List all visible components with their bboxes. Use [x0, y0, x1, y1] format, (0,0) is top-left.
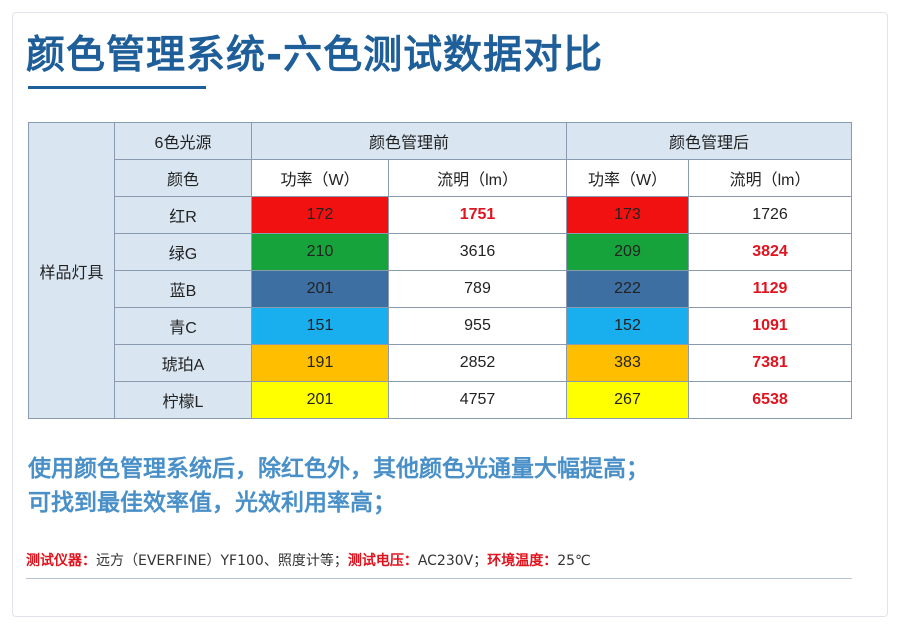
table-row: 青C 151 955 152 1091 — [29, 307, 853, 345]
summary-line-2: 可找到最佳效率值，光效利用率高； — [28, 490, 396, 516]
summary-text: 使用颜色管理系统后，除红色外，其他颜色光通量大幅提高； 可找到最佳效率值，光效利… — [28, 452, 649, 520]
before-power-cell: 151 — [251, 307, 389, 345]
instrument-value: 远方（EVERFINE）YF100、照度计等； — [96, 553, 348, 569]
summary-line-1: 使用颜色管理系统后，除红色外，其他颜色光通量大幅提高； — [28, 456, 649, 482]
table-row: 琥珀A 191 2852 383 7381 — [29, 344, 853, 382]
after-flux-cell: 1129 — [688, 270, 853, 308]
before-flux-header: 流明（lm） — [387, 159, 568, 197]
before-power-cell: 172 — [251, 196, 389, 234]
after-flux-cell: 3824 — [688, 233, 853, 271]
after-flux-cell: 1726 — [688, 196, 853, 234]
after-power-cell: 152 — [566, 307, 690, 345]
after-flux-cell: 1091 — [688, 307, 853, 345]
before-power-cell: 191 — [251, 344, 389, 382]
source-header: 6色光源 — [114, 122, 252, 160]
before-flux-cell: 955 — [387, 307, 568, 345]
after-power-cell: 267 — [566, 381, 690, 419]
temperature-value: 25℃ — [557, 553, 591, 569]
voltage-value: AC230V； — [417, 553, 488, 569]
after-power-header: 功率（W） — [566, 159, 690, 197]
before-flux-cell: 1751 — [387, 196, 568, 234]
color-name-cell: 红R — [114, 196, 252, 234]
before-power-cell: 201 — [251, 270, 389, 308]
header-row-1: 样品灯具 6色光源 颜色管理前 颜色管理后 — [28, 122, 853, 419]
comparison-table: 样品灯具 6色光源 颜色管理前 颜色管理后 颜色 功率（W） 流明（lm） 功率… — [28, 122, 853, 419]
group-before-header: 颜色管理前 — [250, 122, 568, 160]
before-power-cell: 201 — [251, 381, 389, 419]
table-row: 红R 172 1751 173 1726 — [29, 196, 853, 234]
table-row: 柠檬L 201 4757 267 6538 — [29, 381, 853, 419]
before-power-header: 功率（W） — [251, 159, 389, 197]
color-name-cell: 青C — [114, 307, 252, 345]
before-flux-cell: 789 — [387, 270, 568, 308]
test-conditions: 测试仪器：远方（EVERFINE）YF100、照度计等；测试电压：AC230V；… — [26, 550, 591, 570]
title-underline — [28, 86, 206, 89]
color-name-cell: 柠檬L — [114, 381, 252, 419]
header-row-2: 颜色 功率（W） 流明（lm） 功率（W） 流明（lm） — [29, 159, 853, 197]
before-power-cell: 210 — [251, 233, 389, 271]
color-name-cell: 绿G — [114, 233, 252, 271]
temperature-key: 环境温度： — [487, 553, 558, 569]
table-row: 蓝B 201 789 222 1129 — [29, 270, 853, 308]
voltage-key: 测试电压： — [347, 553, 418, 569]
group-after-header: 颜色管理后 — [566, 122, 853, 160]
page-title: 颜色管理系统-六色测试数据对比 — [26, 33, 604, 78]
after-power-cell: 222 — [566, 270, 690, 308]
after-power-cell: 383 — [566, 344, 690, 382]
before-flux-cell: 3616 — [387, 233, 568, 271]
after-flux-cell: 6538 — [688, 381, 853, 419]
color-header: 颜色 — [114, 159, 252, 197]
after-power-cell: 173 — [566, 196, 690, 234]
color-name-cell: 琥珀A — [114, 344, 252, 382]
footer-divider — [26, 578, 852, 579]
table-row: 绿G 210 3616 209 3824 — [29, 233, 853, 271]
instrument-key: 测试仪器： — [26, 553, 96, 569]
color-name-cell: 蓝B — [114, 270, 252, 308]
after-power-cell: 209 — [566, 233, 690, 271]
before-flux-cell: 4757 — [387, 381, 568, 419]
after-flux-cell: 7381 — [688, 344, 853, 382]
after-flux-header: 流明（lm） — [688, 159, 853, 197]
row-header-cell: 样品灯具 — [28, 122, 115, 419]
before-flux-cell: 2852 — [387, 344, 568, 382]
